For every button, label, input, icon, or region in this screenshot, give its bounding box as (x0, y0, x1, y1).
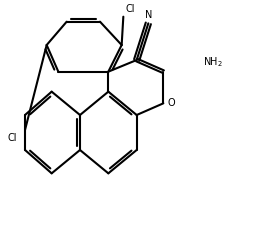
Text: NH$_2$: NH$_2$ (203, 55, 223, 69)
Text: Cl: Cl (126, 4, 135, 14)
Text: N: N (145, 10, 152, 20)
Text: O: O (167, 98, 175, 108)
Text: Cl: Cl (8, 133, 17, 143)
